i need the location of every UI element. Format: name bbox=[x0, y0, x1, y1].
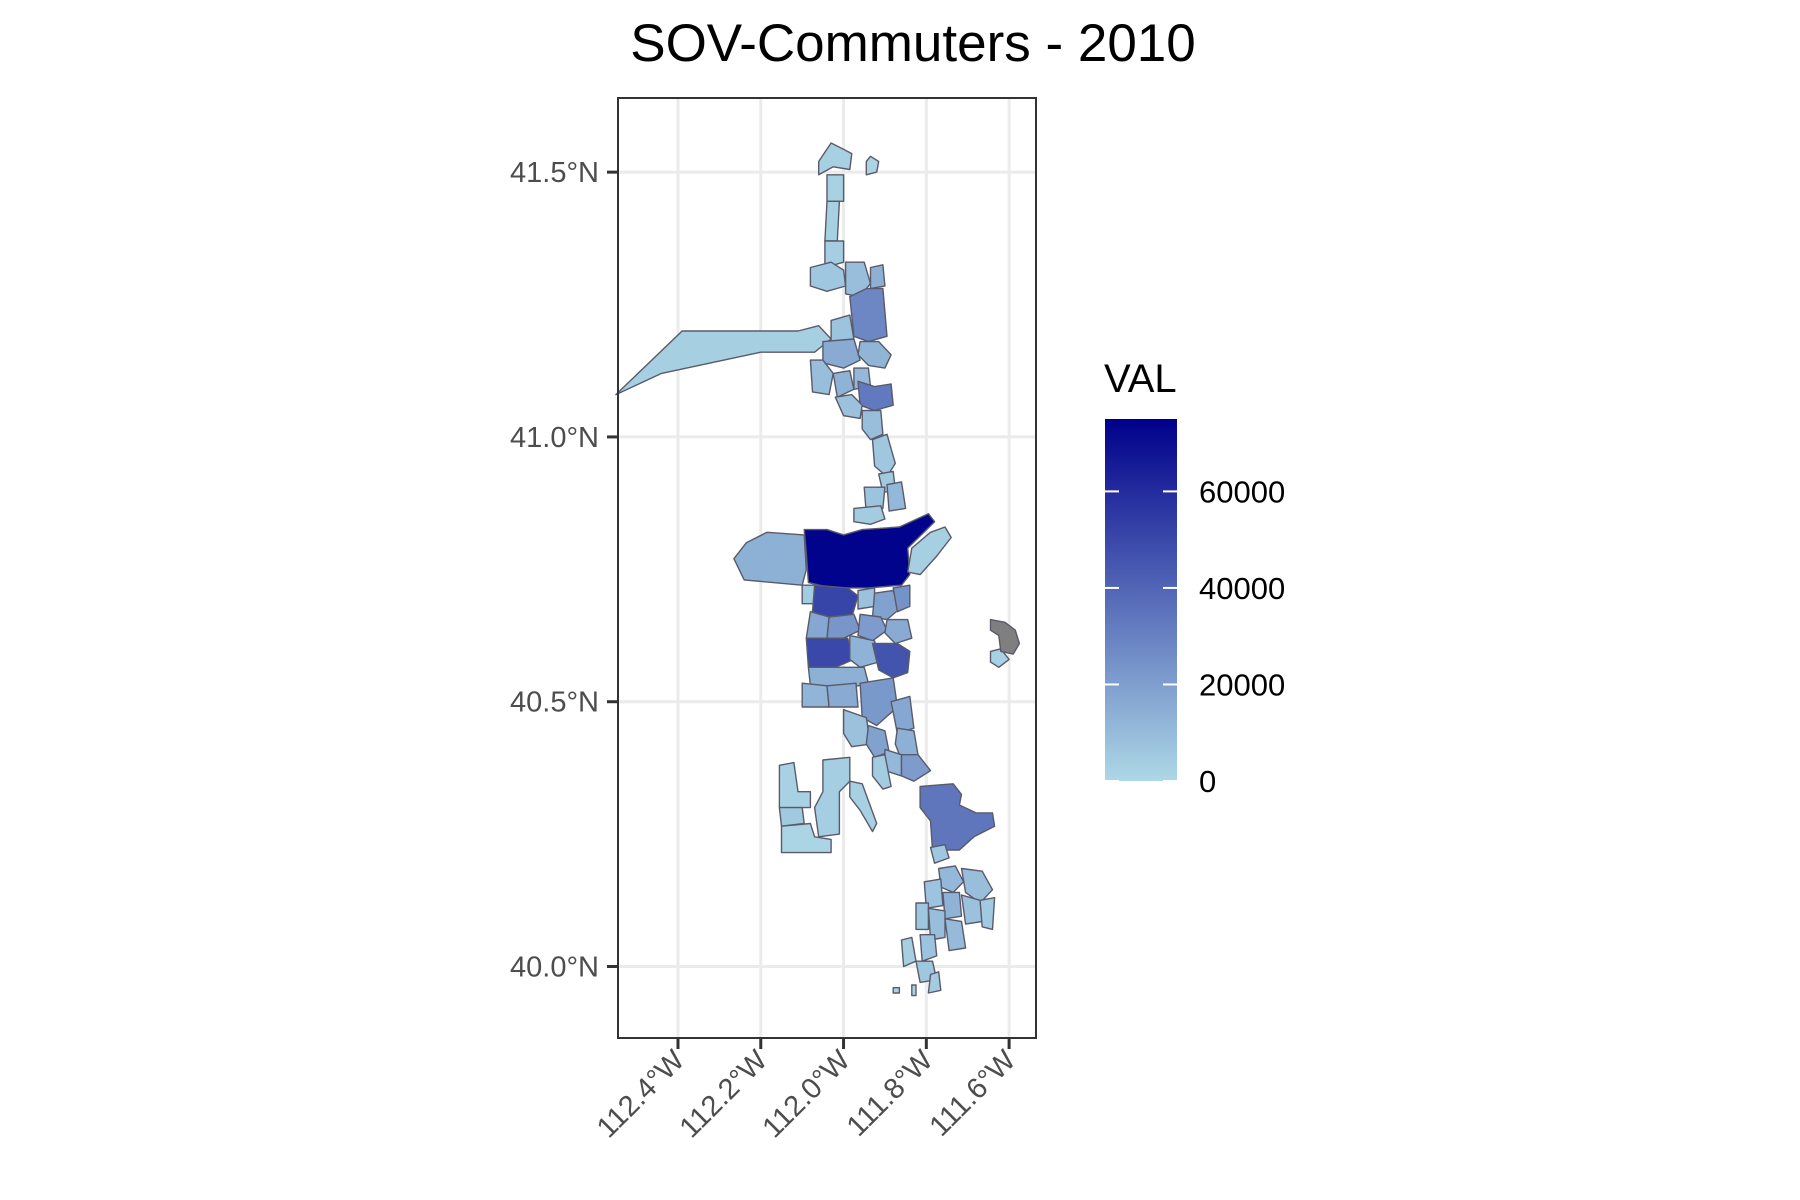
map-region bbox=[900, 754, 932, 782]
map-region bbox=[886, 481, 907, 512]
map-region bbox=[944, 918, 967, 952]
map-region bbox=[861, 409, 884, 441]
map-region bbox=[733, 531, 807, 586]
legend-colorbar bbox=[1105, 419, 1177, 781]
map-region bbox=[927, 971, 942, 994]
map-region bbox=[884, 618, 913, 645]
map-region bbox=[865, 155, 880, 176]
map-region bbox=[960, 867, 994, 904]
map-region bbox=[826, 682, 859, 708]
legend-label: 60000 bbox=[1199, 474, 1285, 509]
map-region bbox=[979, 897, 996, 931]
map-region bbox=[805, 637, 855, 668]
x-tick-label: 111.6°W bbox=[924, 1044, 1023, 1143]
map-region bbox=[849, 287, 888, 343]
map-region bbox=[849, 634, 880, 668]
map-region bbox=[900, 936, 917, 968]
map-region bbox=[942, 891, 963, 920]
y-tick-label: 41.5°N bbox=[510, 157, 599, 189]
map-region bbox=[919, 783, 996, 851]
map-region bbox=[834, 393, 863, 420]
map-region bbox=[615, 325, 832, 396]
map-region bbox=[826, 613, 861, 639]
map-region bbox=[803, 513, 936, 589]
map-region bbox=[871, 589, 901, 621]
x-tick-label: 112.0°W bbox=[757, 1044, 857, 1144]
map-region bbox=[822, 338, 861, 369]
map-region bbox=[915, 902, 930, 931]
map-region bbox=[871, 754, 892, 790]
map-region bbox=[853, 505, 886, 525]
y-tick-label: 41.0°N bbox=[510, 422, 599, 454]
map-region bbox=[923, 878, 944, 909]
map-region bbox=[818, 142, 853, 176]
map-region bbox=[780, 822, 832, 854]
map-region bbox=[849, 780, 878, 833]
legend: VAL 0 20000 40000 60000 bbox=[1104, 357, 1285, 799]
map-region bbox=[778, 761, 812, 809]
map-region bbox=[809, 359, 834, 396]
map-region bbox=[989, 648, 1010, 668]
legend-title: VAL bbox=[1104, 357, 1177, 401]
map-region bbox=[871, 433, 896, 478]
map-region bbox=[871, 642, 911, 679]
legend-label: 0 bbox=[1199, 764, 1216, 799]
map-region bbox=[805, 611, 830, 639]
map-region bbox=[830, 314, 855, 343]
map-region bbox=[907, 526, 952, 576]
y-tick-label: 40.5°N bbox=[510, 687, 599, 719]
legend-label: 20000 bbox=[1199, 667, 1285, 702]
map-region bbox=[919, 934, 938, 962]
map-region bbox=[859, 677, 899, 727]
plot-panel-border bbox=[617, 97, 1037, 1039]
map-region bbox=[960, 894, 983, 925]
map-region bbox=[809, 261, 847, 292]
map-region bbox=[826, 174, 845, 203]
map-region bbox=[857, 613, 888, 642]
map-regions bbox=[615, 142, 1021, 997]
map-region bbox=[857, 340, 892, 369]
map-region bbox=[927, 907, 946, 941]
map-region bbox=[813, 756, 851, 838]
axes: 41.5°N41.0°N40.5°N40.0°N112.4°W112.2°W11… bbox=[510, 157, 1022, 1144]
map-region bbox=[869, 264, 886, 290]
map-region bbox=[824, 240, 845, 269]
chart-title: SOV-Commuters - 2010 bbox=[630, 14, 1196, 73]
map-region bbox=[778, 806, 805, 827]
map-region bbox=[911, 984, 917, 997]
map-region bbox=[857, 587, 876, 610]
map-region bbox=[842, 709, 872, 748]
map-region bbox=[857, 380, 894, 412]
map-region-na bbox=[989, 618, 1021, 655]
map-region bbox=[890, 695, 915, 735]
map-region bbox=[929, 844, 950, 864]
map-region bbox=[892, 987, 901, 994]
x-tick-label: 112.4°W bbox=[591, 1044, 691, 1144]
legend-label: 40000 bbox=[1199, 571, 1285, 606]
map-region bbox=[832, 370, 855, 398]
map-region bbox=[938, 865, 965, 894]
y-tick-label: 40.0°N bbox=[510, 952, 599, 984]
x-tick-label: 112.2°W bbox=[674, 1044, 774, 1144]
map-region bbox=[801, 682, 830, 708]
map-region bbox=[824, 200, 841, 242]
map-region bbox=[892, 584, 911, 613]
x-tick-label: 111.8°W bbox=[841, 1044, 940, 1143]
